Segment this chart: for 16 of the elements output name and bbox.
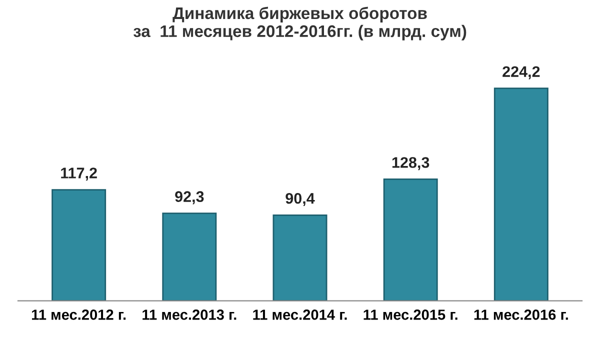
chart-title: Динамика биржевых оборотов за 11 месяцев 2012-2016гг. (в млрд. сум)	[133, 6, 466, 40]
x-tick-label: 11 мес.2016 г.	[474, 310, 568, 320]
bar	[272, 214, 328, 301]
bar	[52, 189, 106, 301]
data-label: 224,2	[502, 66, 540, 80]
data-label: 117,2	[61, 168, 97, 181]
bar	[162, 212, 217, 301]
data-label: 128,3	[392, 157, 430, 170]
x-tick-label: 11 мес.2015 г.	[364, 310, 458, 320]
x-tick-label: 11 мес.2012 г.	[32, 310, 126, 320]
bar	[383, 178, 438, 301]
x-tick-label: 11 мес.2013 г.	[142, 310, 236, 320]
data-label: 90,4	[286, 192, 315, 206]
x-tick-label: 11 мес.2014 г.	[253, 310, 347, 320]
bar	[494, 88, 548, 301]
data-label: 92,3	[175, 191, 204, 204]
